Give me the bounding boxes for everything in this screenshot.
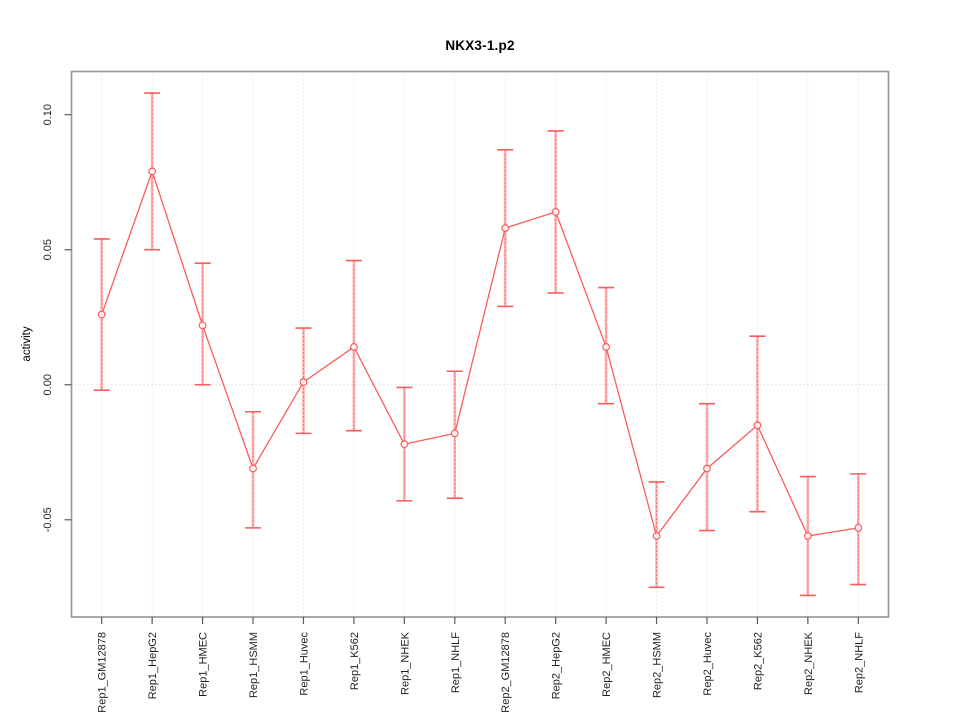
y-tick-label: -0.05 <box>42 507 54 532</box>
plot-frame <box>70 70 890 618</box>
x-tick-label: Rep1_GM12878 <box>97 632 109 713</box>
x-tick-label: Rep1_HMEC <box>198 632 210 697</box>
data-point <box>299 378 308 386</box>
data-line <box>101 169 859 538</box>
data-point <box>249 464 257 473</box>
data-point <box>350 343 358 351</box>
x-tick-label: Rep2_NHLF <box>853 632 865 693</box>
data-point <box>450 429 459 438</box>
x-tick-label: Rep1_K562 <box>349 632 361 690</box>
x-tick-label: Rep2_Huvec <box>702 632 714 696</box>
chart-title: NKX3-1.p2 <box>445 38 515 53</box>
y-tick-label: 0.10 <box>42 104 54 125</box>
data-point <box>602 343 610 351</box>
x-tick-label: Rep1_NHEK <box>399 631 411 695</box>
x-tick-label: Rep1_NHLF <box>450 632 462 693</box>
data-point <box>198 321 207 330</box>
x-tick-label: Rep2_HMEC <box>601 632 613 697</box>
data-point <box>501 224 510 233</box>
x-tick-label: Rep1_Huvec <box>298 632 310 696</box>
data-point <box>551 208 560 216</box>
x-tick-label: Rep2_HSMM <box>652 632 664 698</box>
data-point <box>97 310 106 319</box>
data-point <box>148 167 157 176</box>
data-point <box>753 421 762 430</box>
y-tick-label: 0.05 <box>42 239 54 260</box>
data-point <box>854 523 863 532</box>
x-tick-label: Rep2_GM12878 <box>500 632 512 713</box>
x-tick-label: Rep1_HSMM <box>248 632 260 698</box>
y-axis-label: activity <box>21 326 33 362</box>
x-tick-label: Rep1_HepG2 <box>147 632 159 699</box>
x-tick-label: Rep2_NHEK <box>803 631 815 695</box>
data-point <box>803 532 812 540</box>
x-tick-label: Rep2_HepG2 <box>551 632 563 699</box>
y-tick-label: 0.00 <box>42 374 54 395</box>
data-point <box>652 532 661 540</box>
data-point <box>400 440 409 449</box>
x-tick-label: Rep2_K562 <box>752 632 764 690</box>
data-point <box>703 464 711 473</box>
